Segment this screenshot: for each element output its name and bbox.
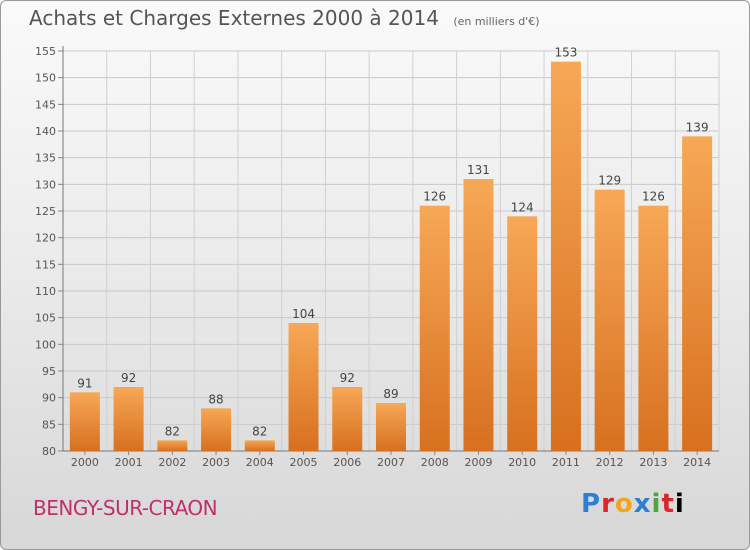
bar: [507, 216, 538, 451]
y-tick-label: 110: [35, 285, 56, 298]
bar: [594, 189, 625, 451]
y-tick-label: 90: [42, 392, 56, 405]
chart-subtitle: (en milliers d'€): [453, 15, 540, 28]
data-labels: 91 92 82 88 82 104 92 89 126 131 124 153 129 126 139: [77, 46, 708, 439]
bar: [113, 387, 144, 451]
bar: [463, 179, 494, 451]
logo-letter: x: [633, 489, 652, 519]
bar: [550, 61, 581, 452]
y-tick-label: 95: [42, 365, 56, 378]
bar-value-label: 131: [467, 163, 490, 177]
logo-letter: i: [674, 489, 685, 519]
bar: [376, 403, 406, 451]
x-tick-label: 2006: [333, 456, 361, 469]
bars: [69, 61, 713, 452]
bar-value-label: 129: [598, 174, 621, 188]
bar-value-label: 88: [208, 392, 223, 406]
y-tick-label: 125: [35, 205, 56, 218]
x-tick-label: 2012: [596, 456, 624, 469]
logo-letter: o: [614, 489, 634, 519]
bar-value-label: 104: [292, 307, 315, 321]
y-tick-label: 130: [35, 178, 56, 191]
chart-title: Achats et Charges Externes 2000 à 2014 (…: [29, 6, 540, 30]
logo-letter: i: [651, 489, 662, 519]
chart-title-text: Achats et Charges Externes 2000 à 2014: [29, 6, 439, 30]
bar-value-label: 82: [165, 424, 180, 438]
x-tick-label: 2003: [202, 456, 230, 469]
y-tick-label: 140: [35, 125, 56, 138]
bar-value-label: 139: [686, 120, 709, 134]
bar-value-label: 126: [423, 190, 446, 204]
x-tick-label: 2010: [508, 456, 536, 469]
x-tick-label: 2009: [464, 456, 492, 469]
bar: [332, 387, 363, 451]
bar: [638, 205, 669, 451]
y-tick-label: 85: [42, 418, 56, 431]
bar-value-label: 89: [383, 387, 398, 401]
place-name: BENGY-SUR-CRAON: [33, 496, 218, 520]
y-tick-label: 150: [35, 72, 56, 85]
x-tick-label: 2002: [158, 456, 186, 469]
bar: [419, 205, 450, 451]
bar-value-label: 92: [340, 371, 355, 385]
bar-value-label: 126: [642, 190, 665, 204]
bar-value-label: 92: [121, 371, 136, 385]
logo-letter: P: [581, 489, 602, 519]
bar-value-label: 153: [554, 46, 577, 60]
x-tick-label: 2004: [246, 456, 274, 469]
bar: [201, 408, 232, 451]
bar: [69, 392, 100, 451]
x-tick-label: 2005: [290, 456, 318, 469]
x-tick-label: 2011: [552, 456, 580, 469]
logo-letter: t: [661, 489, 675, 519]
y-tick-label: 105: [35, 312, 56, 325]
x-tick-label: 2000: [71, 456, 99, 469]
bar: [157, 440, 188, 451]
y-tick-label: 145: [35, 98, 56, 111]
x-tick-label: 2008: [421, 456, 449, 469]
axes: 80 85 90 95 100 105 110 115 120 125 130 135 140 145 15…: [35, 45, 719, 469]
x-tick-label: 2001: [115, 456, 143, 469]
bar: [682, 136, 713, 452]
x-tick-label: 2007: [377, 456, 405, 469]
logo-letter: r: [601, 489, 615, 519]
y-tick-label: 135: [35, 152, 56, 165]
bar-value-label: 124: [511, 200, 534, 214]
y-tick-label: 155: [35, 45, 56, 58]
bar-value-label: 82: [252, 424, 267, 438]
bar: [244, 440, 275, 451]
y-tick-label: 115: [35, 258, 56, 271]
proxiti-logo: Proxiti: [581, 489, 685, 519]
bar-value-label: 91: [77, 376, 92, 390]
x-tick-label: 2013: [639, 456, 667, 469]
x-tick-label: 2014: [683, 456, 711, 469]
y-tick-label: 100: [35, 338, 56, 351]
bar: [288, 323, 319, 451]
y-tick-label: 120: [35, 232, 56, 245]
y-tick-label: 80: [42, 445, 56, 458]
